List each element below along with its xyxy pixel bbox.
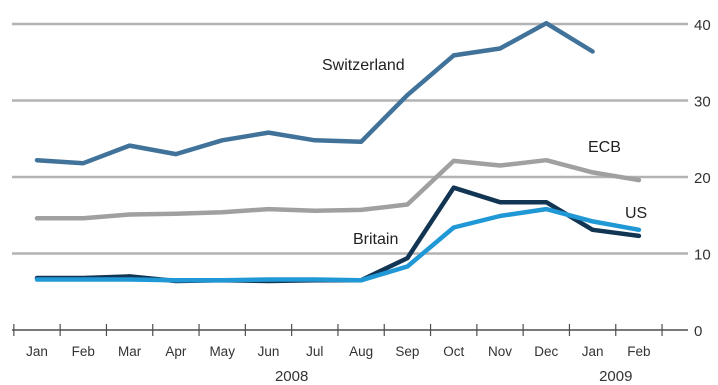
series-label-ecb: ECB [588,139,621,156]
x-tick-label: Aug [349,344,373,359]
series-label-britain: Britain [353,231,398,248]
x-tick-label: Jan [26,344,48,359]
series [34,20,642,284]
y-tick-label: 10 [694,247,711,264]
series-line-britain [34,185,642,284]
year-label-2008: 2008 [275,368,308,385]
x-axis: Jan Feb Mar Apr May Jun Jul Aug Sep Oct Nov Dec Jan F… [13,324,663,385]
series-label-switzerland: Switzerland [322,57,405,74]
series-line-ecb [34,157,642,221]
x-tick-label: Jul [306,344,323,359]
x-tick-label: Apr [165,344,187,359]
x-tick-label: Oct [443,344,464,359]
series-labels: Switzerland ECB Britain US [322,57,647,248]
x-tick-label: Feb [72,344,95,359]
y-tick-label: 40 [694,17,711,34]
gridlines [12,22,688,331]
series-line-switzerland [34,20,595,166]
series-label-us: US [625,205,647,222]
x-tick-label: May [209,344,235,359]
y-tick-label: 30 [694,94,711,111]
x-tick-label: Mar [118,344,142,359]
y-tick-label: 20 [694,170,711,187]
year-label-2009: 2009 [599,368,632,385]
y-tick-label: 0 [694,323,702,340]
x-tick-label: Jan [582,344,604,359]
x-tick-label: Sep [395,344,419,359]
y-axis: 0 10 20 30 40 [694,17,711,340]
x-tick-label: Jun [258,344,280,359]
series-line-us [34,206,642,283]
x-tick-label: Nov [488,344,512,359]
x-tick-label: Feb [627,344,650,359]
x-tick-label: Dec [534,344,558,359]
